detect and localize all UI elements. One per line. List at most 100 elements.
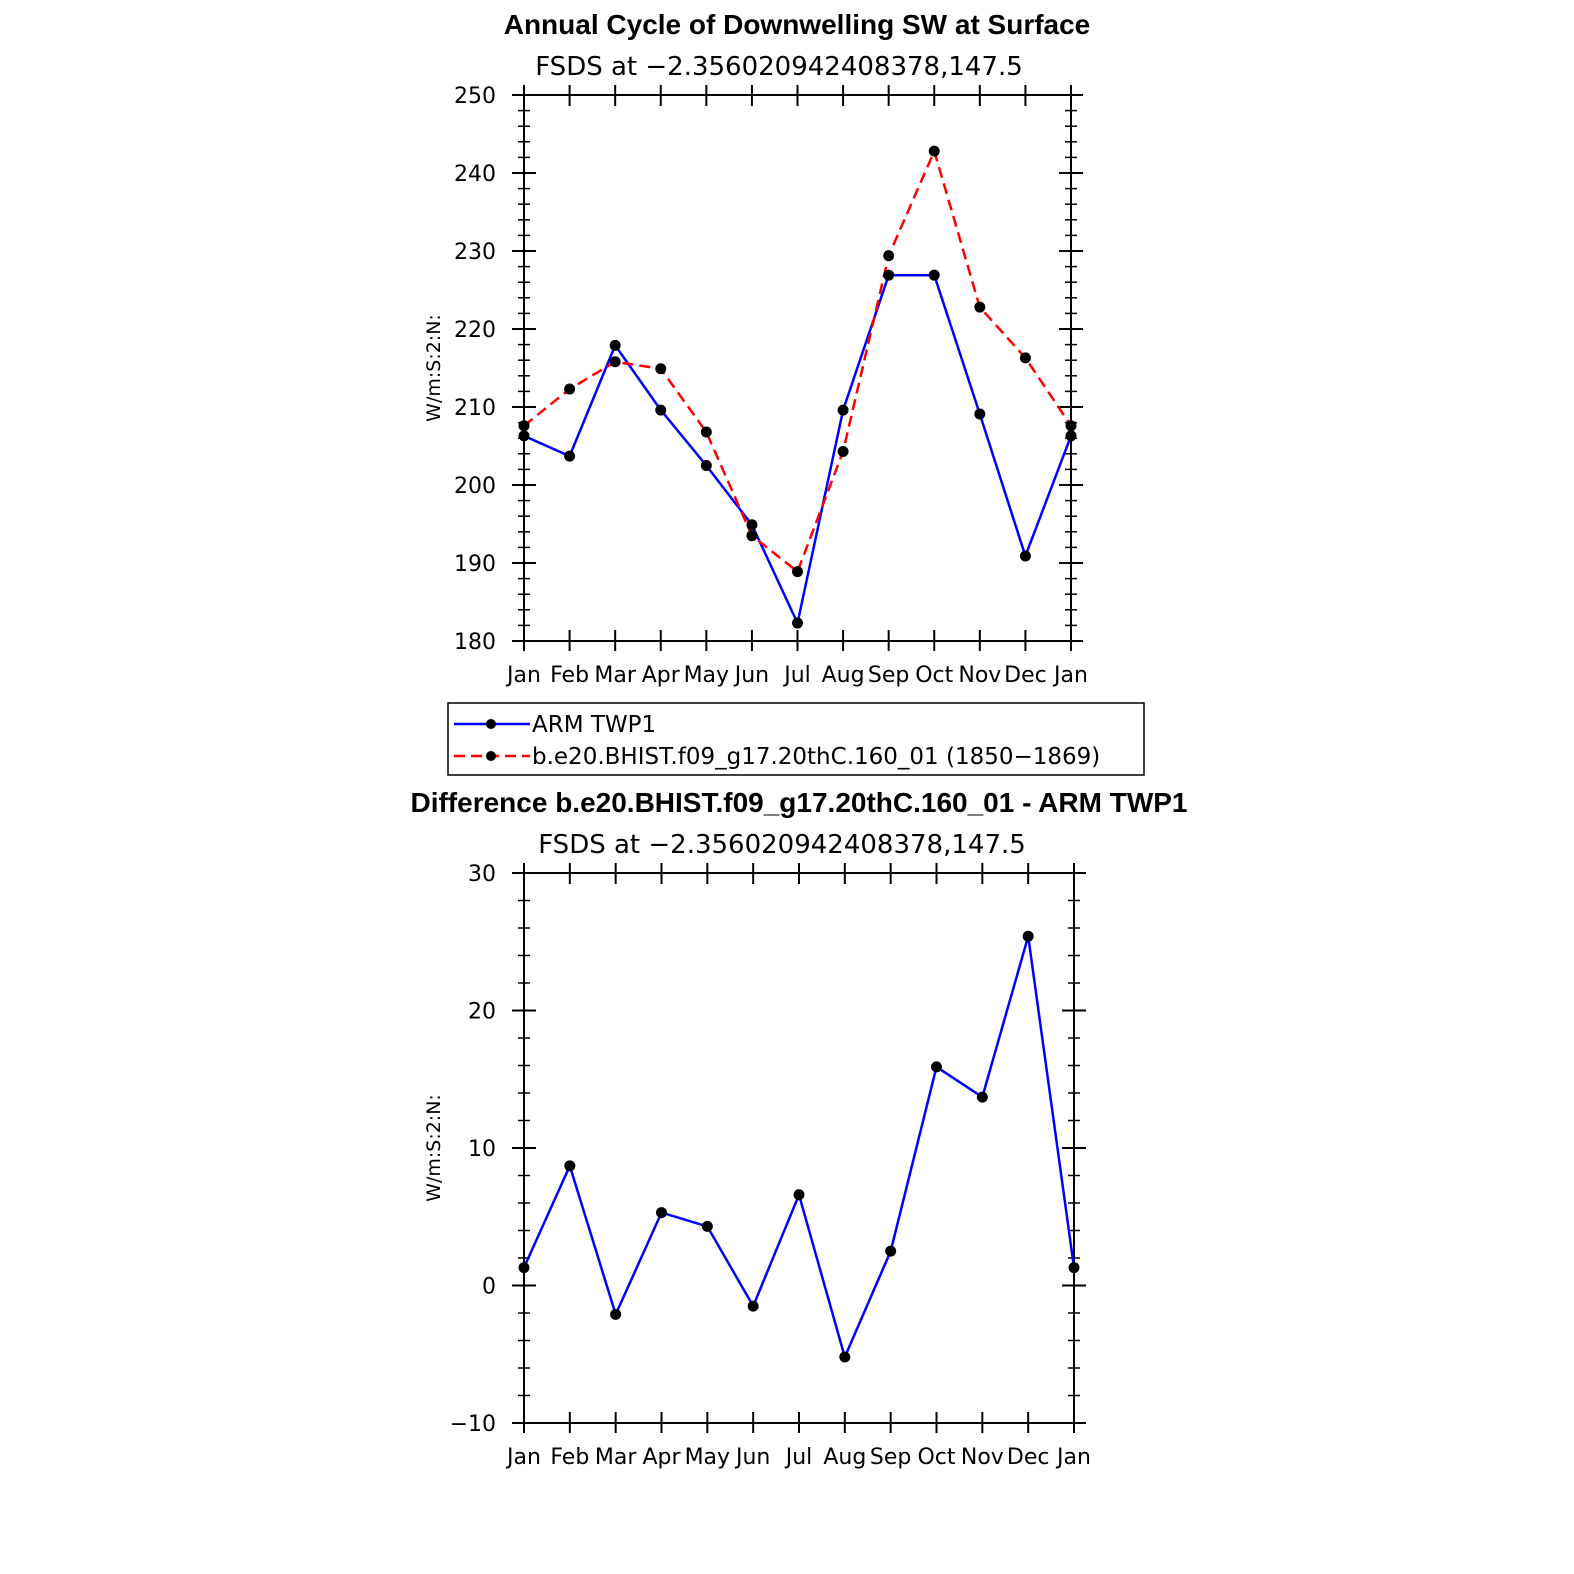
chart-subtitle: FSDS at −2.356020942408378,147.5 — [535, 52, 1023, 82]
x-tick-label: May — [685, 1445, 730, 1470]
x-tick-label: Jan — [1052, 663, 1088, 688]
y-tick-label: 210 — [454, 396, 496, 421]
y-tick-label: 20 — [468, 1000, 496, 1025]
y-tick-label: 230 — [454, 240, 496, 265]
data-point — [746, 530, 758, 542]
plot-area: Jan Feb Mar Apr May Jun Jul Aug Sep Oct Nov Dec Jan1… — [454, 84, 1088, 688]
y-tick-label: 200 — [454, 474, 496, 499]
chart-title: Annual Cycle of Downwelling SW at Surfac… — [504, 9, 1091, 40]
data-point — [931, 1061, 942, 1073]
data-point — [747, 1300, 759, 1312]
y-tick-label: 30 — [468, 862, 496, 887]
y-tick-label: −10 — [450, 1412, 496, 1437]
data-point — [1065, 420, 1077, 432]
data-point — [656, 1207, 667, 1219]
data-point — [655, 363, 667, 375]
y-tick-label: 190 — [454, 552, 496, 577]
data-point — [883, 269, 895, 281]
data-point — [928, 145, 940, 157]
x-tick-label: Mar — [594, 663, 636, 688]
legend-obs-label: ARM TWP1 — [532, 712, 656, 738]
data-point — [700, 460, 712, 471]
data-point — [974, 301, 986, 313]
data-point — [793, 1189, 805, 1201]
annual-cycle-chart: Annual Cycle of Downwelling SW at Surfac… — [423, 9, 1090, 688]
legend-obs-marker — [486, 719, 496, 729]
data-point — [564, 1160, 576, 1172]
data-point — [1068, 1262, 1080, 1274]
data-point — [609, 356, 621, 368]
data-point — [1065, 430, 1077, 442]
data-point — [564, 383, 576, 395]
data-point — [976, 1091, 988, 1103]
data-point — [655, 404, 667, 416]
difference-chart: Difference b.e20.BHIST.f09_g17.20thC.160… — [410, 787, 1187, 1470]
legend-model-marker — [486, 751, 496, 761]
x-tick-label: Oct — [917, 1445, 955, 1470]
chart-title: Difference b.e20.BHIST.f09_g17.20thC.160… — [410, 787, 1187, 818]
data-point — [701, 1220, 713, 1232]
chart-subtitle: FSDS at −2.356020942408378,147.5 — [538, 830, 1026, 860]
data-point — [837, 445, 849, 457]
x-tick-label: Jun — [734, 1445, 770, 1470]
x-tick-label: Feb — [550, 663, 589, 688]
y-tick-label: 180 — [454, 630, 496, 655]
x-tick-label: Sep — [870, 1445, 911, 1470]
series-marks — [518, 930, 1080, 1363]
x-tick-label: May — [684, 663, 729, 688]
x-tick-label: Jul — [782, 663, 811, 688]
data-point — [518, 420, 530, 432]
y-axis-label: W/m:S:2:N: — [423, 1094, 445, 1202]
x-tick-label: Oct — [915, 663, 953, 688]
plot-frame — [523, 872, 1075, 1424]
data-point — [837, 404, 849, 416]
x-tick-label: Nov — [958, 663, 1001, 688]
series-line-1 — [523, 149, 1073, 573]
y-tick-label: 10 — [468, 1137, 496, 1162]
x-tick-label: Apr — [642, 663, 681, 688]
legend: ARM TWP1 b.e20.BHIST.f09_g17.20thC.160_0… — [447, 702, 1145, 776]
data-point — [518, 430, 530, 442]
y-tick-label: 0 — [482, 1275, 496, 1300]
data-point — [518, 1262, 530, 1274]
x-tick-label: Jan — [1055, 1445, 1091, 1470]
x-tick-label: Nov — [961, 1445, 1004, 1470]
data-point — [1022, 930, 1034, 942]
x-tick-label: Sep — [868, 663, 909, 688]
series-line-0 — [522, 935, 1076, 1359]
data-point — [839, 1351, 851, 1363]
data-point — [700, 426, 712, 438]
y-axis-label: W/m:S:2:N: — [423, 314, 445, 422]
data-point — [883, 250, 895, 262]
x-tick-label: Aug — [822, 663, 865, 688]
x-tick-label: Dec — [1004, 663, 1047, 688]
y-tick-label: 220 — [454, 318, 496, 343]
x-tick-label: Apr — [642, 1445, 681, 1470]
data-point — [885, 1245, 897, 1257]
x-tick-label: Jul — [784, 1445, 813, 1470]
x-tick-label: Mar — [595, 1445, 637, 1470]
x-tick-label: Aug — [823, 1445, 866, 1470]
data-point — [1019, 550, 1031, 562]
x-tick-label: Jun — [733, 663, 769, 688]
y-tick-label: 250 — [454, 84, 496, 109]
x-tick-label: Jan — [505, 663, 541, 688]
plot-area: Jan Feb Mar Apr May Jun Jul Aug Sep Oct Nov Dec Jan−… — [450, 862, 1091, 1470]
data-point — [1019, 352, 1031, 364]
x-tick-label: Jan — [505, 1445, 541, 1470]
data-point — [928, 269, 940, 281]
legend-model-label: b.e20.BHIST.f09_g17.20thC.160_01 (1850−1… — [532, 744, 1100, 770]
data-point — [610, 1308, 622, 1320]
legend-box — [447, 702, 1145, 776]
data-point — [564, 450, 576, 462]
series-marks — [518, 145, 1077, 629]
data-point — [792, 566, 803, 578]
data-point — [746, 519, 758, 531]
data-point — [609, 339, 621, 351]
x-tick-label: Dec — [1007, 1445, 1050, 1470]
data-point — [792, 617, 803, 629]
x-tick-label: Feb — [550, 1445, 589, 1470]
data-point — [974, 408, 986, 420]
y-tick-label: 240 — [454, 162, 496, 187]
